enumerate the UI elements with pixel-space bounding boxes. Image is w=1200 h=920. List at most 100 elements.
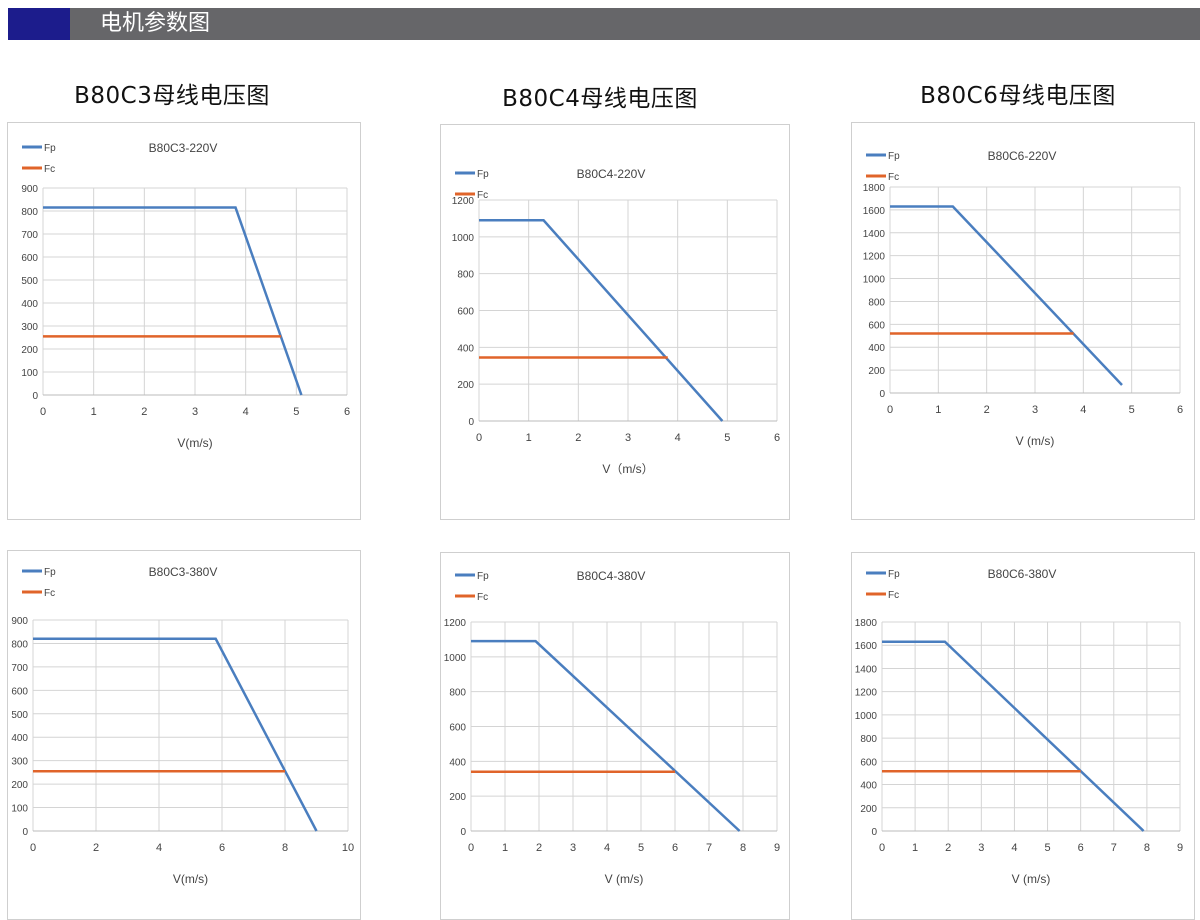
series-line-fp (471, 639, 741, 832)
x-tick-label: 6 (672, 842, 678, 854)
y-tick-label: 1400 (863, 229, 886, 240)
x-tick-label: 0 (30, 842, 36, 854)
x-tick-label: 4 (675, 432, 681, 444)
y-tick-label: 400 (21, 299, 38, 310)
y-tick-label: 100 (11, 804, 28, 815)
x-tick-label: 0 (468, 842, 474, 854)
y-tick-label: 600 (860, 757, 877, 768)
chart-b80c6-380v: 0 200 400 600 800 1000 1200 1400 1600 1800 0 1 2 3 4 5 6… (851, 552, 1195, 920)
x-tick-label: 2 (945, 842, 951, 854)
series-line-fp (882, 640, 1145, 832)
x-tick-label: 6 (344, 406, 350, 418)
y-tick-label: 800 (11, 639, 28, 650)
y-tick-label: 200 (449, 792, 466, 803)
x-tick-label: 3 (978, 842, 984, 854)
header-accent-block (8, 8, 70, 40)
legend-label-fc: Fc (44, 164, 55, 175)
legend-label-fp: Fp (44, 143, 56, 154)
x-tick-label: 8 (1144, 842, 1150, 854)
y-tick-label: 600 (457, 307, 474, 318)
y-tick-label: 1200 (855, 688, 878, 699)
y-tick-label: 300 (21, 322, 38, 333)
x-tick-label: 2 (141, 406, 147, 418)
y-tick-label: 0 (871, 827, 877, 838)
y-tick-label: 1200 (444, 618, 467, 629)
chart-title: B80C6-380V (988, 567, 1057, 581)
x-tick-label: 0 (879, 842, 885, 854)
x-tick-label: 6 (1177, 404, 1183, 416)
y-tick-label: 200 (11, 780, 28, 791)
x-tick-label: 5 (724, 432, 730, 444)
legend-label-fp: Fp (44, 567, 56, 578)
x-tick-label: 8 (282, 842, 288, 854)
chart-title: B80C3-380V (149, 565, 218, 579)
y-tick-label: 300 (11, 757, 28, 768)
y-tick-label: 1000 (452, 233, 475, 244)
x-tick-label: 1 (502, 842, 508, 854)
chart-b80c4-220v: 0 200 400 600 800 1000 1200 0 1 2 3 4 5 6 B80C4-220V V（… (440, 124, 790, 520)
chart-b80c3-380v: 0 100 200 300 400 500 600 700 800 900 0 2 4 6 8 10 B80C3… (7, 550, 361, 920)
x-tick-label: 4 (243, 406, 249, 418)
x-tick-label: 6 (219, 842, 225, 854)
x-tick-label: 4 (1011, 842, 1017, 854)
y-tick-label: 1200 (863, 252, 886, 263)
x-axis-label: V (m/s) (1016, 434, 1055, 448)
chart-title: B80C3-220V (149, 141, 218, 155)
x-tick-label: 5 (638, 842, 644, 854)
chart-svg: 0 200 400 600 800 1000 1200 1400 1600 1800 0 1 2 3 4 5 6… (855, 567, 1183, 886)
y-tick-label: 700 (21, 230, 38, 241)
y-tick-label: 800 (449, 688, 466, 699)
section-title: 电机参数图 (100, 11, 211, 36)
group-title-b80c6: B80C6母线电压图 (920, 83, 1116, 109)
x-tick-label: 10 (342, 842, 354, 854)
x-tick-label: 1 (91, 406, 97, 418)
legend-label-fc: Fc (888, 590, 899, 601)
y-tick-label: 400 (449, 757, 466, 768)
x-tick-label: 5 (293, 406, 299, 418)
chart-svg: 0 200 400 600 800 1000 1200 0 1 2 3 4 5 6 7 8 9 B80C4-380… (444, 569, 780, 886)
x-tick-label: 7 (1111, 842, 1117, 854)
y-tick-label: 0 (460, 827, 466, 838)
legend-label-fp: Fp (888, 151, 900, 162)
y-tick-label: 1800 (855, 618, 878, 629)
x-axis-label: V(m/s) (177, 436, 212, 450)
y-tick-label: 0 (32, 391, 38, 402)
series-line-fp (43, 206, 303, 396)
y-tick-label: 1600 (863, 206, 886, 217)
legend-label-fc: Fc (477, 190, 488, 201)
y-tick-label: 1400 (855, 664, 878, 675)
x-axis-label: V (m/s) (605, 872, 644, 886)
y-tick-label: 1200 (452, 196, 475, 207)
x-tick-label: 0 (887, 404, 893, 416)
x-axis-label: V(m/s) (173, 872, 208, 886)
y-tick-label: 900 (21, 184, 38, 195)
y-tick-label: 400 (11, 733, 28, 744)
x-tick-label: 4 (604, 842, 610, 854)
x-tick-label: 7 (706, 842, 712, 854)
y-tick-label: 1600 (855, 641, 878, 652)
y-tick-label: 1000 (863, 275, 886, 286)
x-tick-label: 3 (1032, 404, 1038, 416)
x-tick-label: 2 (575, 432, 581, 444)
chart-svg: 0 200 400 600 800 1000 1200 1400 1600 1800 0 1 2 3 4 5 6… (863, 149, 1183, 448)
y-tick-label: 600 (449, 723, 466, 734)
chart-svg: 0 100 200 300 400 500 600 700 800 900 0 2 4 6 8 10 B80C3… (11, 565, 354, 886)
y-tick-label: 800 (860, 734, 877, 745)
x-tick-label: 9 (774, 842, 780, 854)
y-tick-label: 200 (860, 804, 877, 815)
y-tick-label: 800 (21, 207, 38, 218)
y-tick-label: 400 (860, 781, 877, 792)
x-tick-label: 9 (1177, 842, 1183, 854)
y-tick-label: 700 (11, 663, 28, 674)
x-tick-label: 5 (1044, 842, 1050, 854)
legend-label-fc: Fc (477, 592, 488, 603)
y-tick-label: 800 (457, 270, 474, 281)
x-tick-label: 4 (1080, 404, 1086, 416)
y-tick-label: 900 (11, 616, 28, 627)
x-tick-label: 2 (93, 842, 99, 854)
legend-label-fc: Fc (888, 172, 899, 183)
chart-b80c6-220v: 0 200 400 600 800 1000 1200 1400 1600 1800 0 1 2 3 4 5 6… (851, 122, 1195, 520)
y-tick-label: 600 (868, 320, 885, 331)
y-tick-label: 100 (21, 368, 38, 379)
chart-svg: 0 200 400 600 800 1000 1200 0 1 2 3 4 5 6 B80C4-220V V（… (452, 167, 780, 476)
